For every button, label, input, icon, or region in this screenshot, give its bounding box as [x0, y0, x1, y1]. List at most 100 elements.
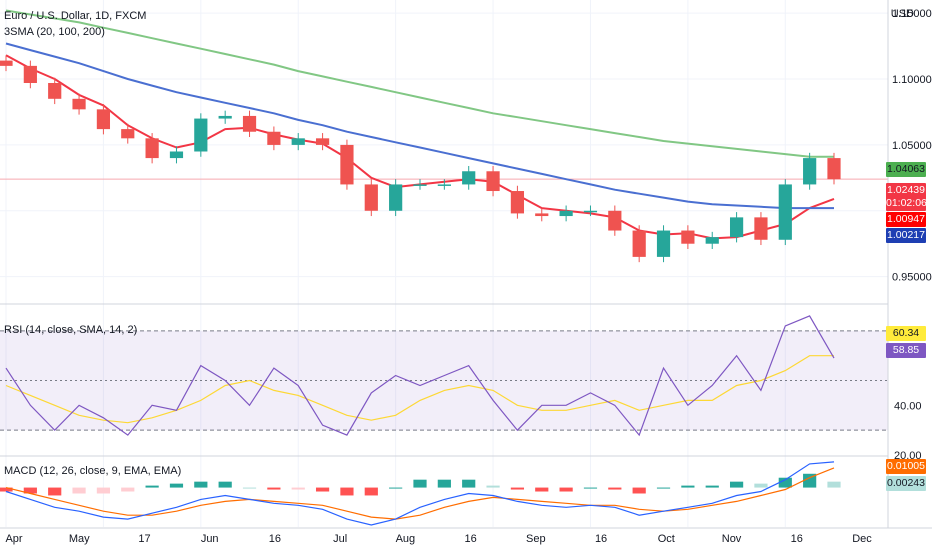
time-label: 16 [791, 533, 803, 545]
macd-histogram-bar [681, 485, 695, 488]
price-tick-label: 1.05000 [892, 140, 932, 152]
axis-value-tag: 1.00217 [886, 228, 926, 243]
macd-histogram-bar [827, 481, 841, 488]
candle-body [656, 230, 671, 257]
time-label: 17 [138, 533, 150, 545]
candle-body [705, 237, 719, 244]
macd-histogram-bar [291, 487, 305, 490]
candle-body [194, 118, 208, 152]
moving-average-lines [5, 9, 835, 240]
macd-legend[interactable]: MACD (12, 26, close, 9, EMA, EMA) [4, 465, 182, 477]
macd-histogram-bar [462, 479, 476, 488]
macd-histogram-bar [169, 483, 184, 488]
candle-body [340, 144, 354, 185]
candle-body [681, 230, 695, 244]
time-label: 16 [269, 533, 281, 545]
candle-body [583, 210, 598, 213]
candle-body [729, 217, 744, 238]
candle-body [364, 184, 378, 211]
axis-value-tag: 0.01005 [886, 459, 926, 474]
macd-histogram-bar [121, 487, 135, 492]
rsi-lines [5, 315, 835, 437]
macd-histogram-bar [632, 487, 646, 494]
axis-value-tag: 58.85 [886, 343, 926, 358]
candle-body [291, 138, 305, 145]
candle-body [389, 184, 403, 211]
macd-histogram-bar [583, 487, 598, 489]
time-label: Jul [333, 533, 347, 545]
macd-histogram-bar [705, 485, 719, 488]
macd-line [5, 461, 835, 526]
candle-body [48, 82, 62, 99]
candle-body [23, 65, 37, 83]
candle-body [437, 184, 451, 186]
axis-value-tag: 01:02:06 [886, 196, 927, 211]
macd-histogram-bar [535, 487, 549, 492]
axis-value-tag: 1.02439 [886, 183, 926, 198]
time-axis-labels: Apr May 17 Jun 16 Jul Aug 16 Sep 16 Oct Nov 16 Dec [5, 533, 872, 545]
macd-histogram-bar [754, 483, 768, 488]
macd-histogram-bar [437, 479, 451, 488]
axis-value-tag: 1.04063 [886, 162, 926, 177]
macd-histogram-bar [242, 487, 257, 489]
rsi-band-fill [0, 330, 888, 431]
macd-histogram-bar [48, 487, 62, 496]
time-label: Jun [201, 533, 219, 545]
time-label: Nov [722, 533, 742, 545]
macd-histogram-bar [145, 485, 159, 488]
candle-body [608, 210, 622, 231]
macd-histogram-bar [315, 487, 330, 492]
candle-body [267, 131, 281, 145]
symbol-title[interactable]: Euro / U.S. Dollar, 1D, FXCM [4, 10, 147, 22]
rsi-ma-line [5, 355, 834, 424]
macd-histogram-and-lines [0, 461, 841, 526]
time-label: Aug [396, 533, 416, 545]
time-label: 16 [464, 533, 476, 545]
macd-histogram-bar [96, 487, 111, 494]
macd-histogram-bar [729, 481, 744, 488]
macd-histogram-bar [559, 487, 573, 492]
macd-histogram-bar [23, 487, 37, 494]
macd-histogram-bar [803, 473, 817, 488]
candle-body [315, 138, 330, 145]
macd-histogram-bar [364, 487, 378, 496]
candle-body [413, 184, 427, 186]
rsi-band [0, 330, 888, 431]
macd-histogram-bar [72, 487, 86, 494]
candle-body [121, 129, 135, 139]
macd-histogram-bar [340, 487, 354, 496]
candles [0, 55, 841, 263]
sma-line-2 [5, 42, 834, 210]
candle-body [803, 158, 817, 185]
candle-body [510, 191, 525, 214]
axis-value-tag: 1.00947 [886, 212, 926, 227]
candle-body [462, 171, 476, 185]
macd-histogram-bar [218, 481, 232, 488]
rsi-line [5, 315, 835, 437]
macd-histogram-bar [608, 487, 622, 490]
rsi-legend[interactable]: RSI (14, close, SMA, 14, 2) [4, 324, 138, 336]
candle-body [486, 171, 500, 192]
pane-dividers [0, 0, 932, 529]
price-tick-label: 1.15000 [892, 8, 932, 20]
axis-value-tag: 60.34 [886, 326, 926, 341]
price-tick-label: 1.10000 [892, 74, 932, 86]
indicator-legend[interactable]: 3SMA (20, 100, 200) [4, 26, 105, 38]
candle-body [96, 109, 111, 130]
time-label: Dec [852, 533, 872, 545]
time-label: May [69, 533, 90, 545]
time-label: Oct [658, 533, 675, 545]
macd-histogram-bar [656, 487, 671, 489]
candle-body [242, 115, 257, 132]
price-tick-label: 0.95000 [892, 272, 932, 284]
candle-body [218, 115, 232, 119]
macd-histogram-bar [413, 479, 427, 488]
macd-histogram-bar [194, 481, 208, 488]
macd-histogram-bar [0, 487, 13, 492]
macd-histogram-bar [778, 477, 792, 488]
sma-line-3 [5, 9, 834, 158]
candle-body [559, 210, 573, 217]
candle-body [754, 217, 768, 240]
candle-body [72, 98, 86, 110]
